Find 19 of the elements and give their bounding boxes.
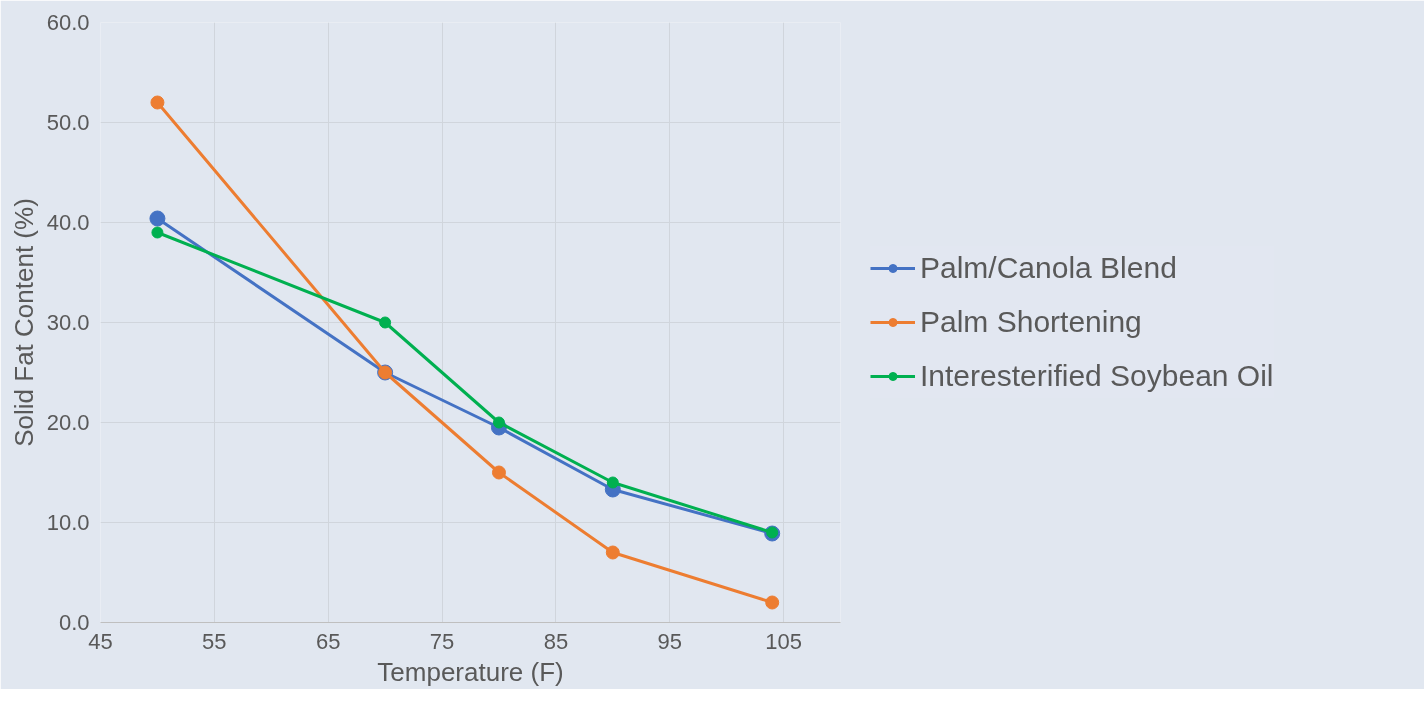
y-tick-label: 60.0 (46, 10, 90, 35)
y-tick-label: 20.0 (46, 410, 90, 435)
x-tick-label: 85 (543, 628, 569, 654)
x-tick-label: 75 (429, 628, 455, 654)
y-tick-label: 40.0 (46, 210, 90, 235)
y-tick-label: 0.0 (58, 610, 90, 635)
y-tick-label: 50.0 (46, 110, 90, 135)
legend-label: Palm/Canola Blend (920, 250, 1177, 286)
y-axis-title: Solid Fat Content (%) (8, 198, 39, 447)
x-tick-label: 65 (315, 628, 341, 654)
x-tick-label: 95 (657, 628, 682, 654)
x-tick-label: 55 (202, 628, 227, 654)
x-axis-title: Temperature (F) (377, 656, 564, 687)
y-tick-label: 30.0 (46, 310, 90, 335)
x-tick-label: 45 (88, 628, 113, 654)
y-tick-label: 10.0 (46, 510, 90, 535)
x-tick-label: 105 (765, 628, 802, 654)
legend-label: Interesterified Soybean Oil (920, 358, 1274, 394)
legend-label: Palm Shortening (920, 304, 1142, 340)
